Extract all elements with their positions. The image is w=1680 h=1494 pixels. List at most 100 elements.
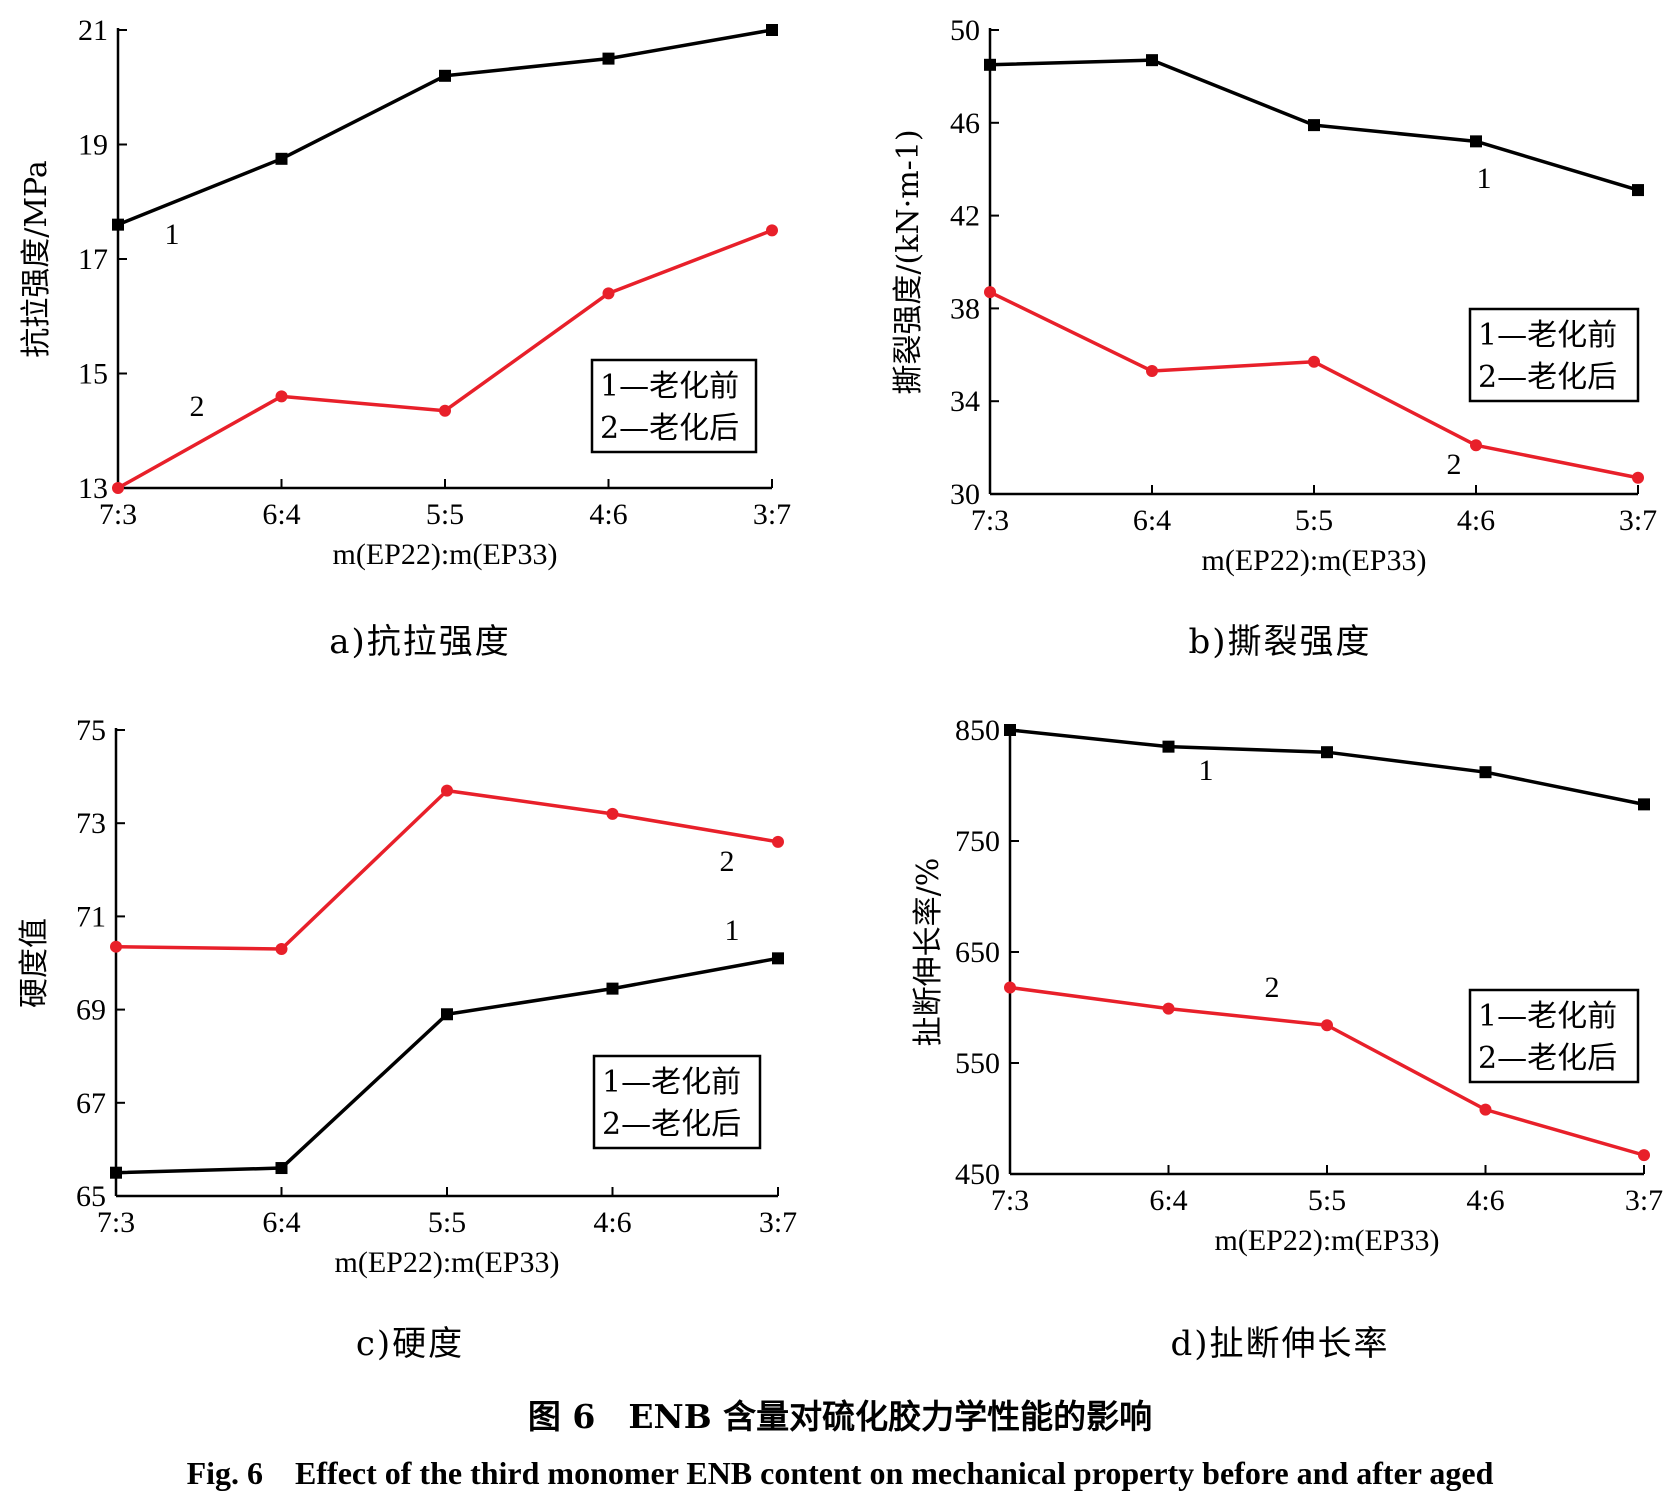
legend-item: 2—老化后 (1478, 360, 1617, 395)
legend-item: 1—老化前 (1478, 999, 1617, 1034)
series-label-2: 2 (1265, 971, 1280, 1004)
data-point-after (772, 835, 784, 848)
data-point-before (1470, 135, 1482, 148)
x-tick-label: 7:3 (991, 1184, 1029, 1217)
x-tick-label: 3:7 (753, 498, 791, 531)
y-axis-label: 撕裂强度/(kN·m-1) (891, 129, 926, 394)
x-tick-label: 6:4 (1149, 1184, 1187, 1217)
chart-b: 30 34 38 42 46 50 7:3 6:4 5:5 4:6 3:7 m(EP22):m(EP3… (891, 14, 1657, 577)
x-tick-label: 4:6 (1466, 1184, 1504, 1217)
y-tick-label: 850 (955, 714, 1000, 747)
series-line-1 (1009, 728, 1645, 807)
legend-item: 2—老化后 (1478, 1041, 1617, 1076)
y-tick-label: 550 (955, 1047, 1000, 1080)
series-line-1 (117, 28, 773, 227)
data-point-after (1638, 1149, 1650, 1162)
y-tick-label: 42 (950, 200, 980, 233)
y-tick-label: 13 (78, 472, 108, 505)
data-point-after (766, 224, 778, 237)
data-point-before (984, 58, 996, 71)
data-point-after (984, 286, 996, 299)
legend-item: 2—老化后 (602, 1107, 741, 1142)
data-point-before (1162, 740, 1175, 753)
figure-caption-cn: 图 6 ENB 含量对硫化胶力学性能的影响 (527, 1397, 1153, 1436)
series-label-2: 2 (1447, 448, 1462, 481)
data-point-after (1479, 1103, 1492, 1116)
x-axis-label: m(EP22):m(EP33) (335, 1246, 560, 1279)
data-point-after (441, 784, 453, 797)
data-point-before (110, 1166, 122, 1179)
series-label-1: 1 (165, 218, 180, 251)
data-point-after (112, 482, 124, 494)
data-point-before (772, 952, 784, 965)
y-tick-label: 17 (78, 243, 108, 276)
y-axis-label: 抗拉强度/MPa (19, 160, 54, 358)
data-point-after (602, 287, 615, 300)
y-tick-label: 34 (950, 385, 980, 418)
caption-d: d)扯断伸长率 (1170, 1324, 1390, 1364)
data-point-before (602, 52, 615, 65)
data-point-before (1632, 184, 1644, 197)
data-point-before (766, 24, 778, 36)
legend-box (1468, 988, 1640, 1084)
legend-item: 1—老化前 (600, 369, 739, 404)
data-point-after (1632, 471, 1644, 484)
x-tick-label: 4:6 (593, 1206, 631, 1239)
data-point-before (275, 152, 288, 165)
x-tick-label: 7:3 (97, 1206, 135, 1239)
y-tick-label: 650 (955, 936, 1000, 969)
series-label-1: 1 (725, 914, 740, 947)
caption-a: a)抗拉强度 (329, 622, 511, 662)
caption-b: b)撕裂强度 (1188, 622, 1372, 662)
series-label-2: 2 (720, 845, 735, 878)
data-point-before (606, 982, 619, 995)
x-tick-label: 3:7 (1625, 1184, 1663, 1217)
series-label-1: 1 (1477, 162, 1492, 195)
data-point-after (439, 404, 451, 417)
x-axis-label: m(EP22):m(EP33) (1215, 1224, 1440, 1257)
y-tick-label: 30 (950, 478, 980, 511)
legend-item: 1—老化前 (602, 1065, 741, 1100)
series-label-1: 1 (1199, 754, 1214, 787)
x-tick-label: 3:7 (1619, 504, 1657, 537)
data-point-before (1146, 54, 1158, 67)
data-point-after (275, 943, 288, 956)
x-tick-label: 5:5 (1308, 1184, 1346, 1217)
data-point-after (1146, 365, 1158, 378)
x-axis-label: m(EP22):m(EP33) (1202, 544, 1427, 577)
data-point-after (1004, 981, 1016, 994)
data-point-after (110, 940, 122, 953)
y-tick-label: 46 (950, 107, 980, 140)
x-tick-label: 4:6 (589, 498, 627, 531)
legend-box (1468, 307, 1640, 403)
y-tick-label: 65 (76, 1180, 106, 1213)
y-tick-label: 50 (950, 14, 980, 47)
x-tick-label: 4:6 (1457, 504, 1495, 537)
y-tick-label: 15 (78, 358, 108, 391)
data-point-before (1638, 798, 1650, 811)
data-point-before (275, 1162, 288, 1175)
data-point-after (1308, 355, 1320, 368)
y-tick-label: 38 (950, 292, 980, 325)
data-point-before (1004, 724, 1016, 736)
data-point-after (1321, 1019, 1333, 1032)
data-point-before (441, 1008, 453, 1021)
y-tick-label: 69 (76, 994, 106, 1027)
series-label-2: 2 (190, 390, 205, 423)
y-tick-label: 71 (76, 900, 106, 933)
data-point-after (1470, 439, 1482, 452)
x-tick-label: 6:4 (1133, 504, 1171, 537)
data-point-before (1308, 119, 1320, 132)
data-point-before (1479, 766, 1492, 779)
y-axis-label: 扯断伸长率/% (911, 858, 946, 1047)
figure-caption-en: Fig. 6 Effect of the third monomer ENB c… (186, 1455, 1494, 1491)
chart-c: 65 67 69 71 73 75 7:3 6:4 5:5 4:6 3:7 m(EP22):m(EP3… (17, 714, 797, 1279)
data-point-after (275, 390, 288, 403)
data-point-before (112, 218, 124, 231)
x-tick-label: 5:5 (426, 498, 464, 531)
x-tick-label: 5:5 (428, 1206, 466, 1239)
x-tick-label: 6:4 (262, 498, 300, 531)
x-tick-label: 7:3 (99, 498, 137, 531)
y-tick-label: 67 (76, 1087, 106, 1120)
caption-c: c)硬度 (355, 1324, 465, 1364)
